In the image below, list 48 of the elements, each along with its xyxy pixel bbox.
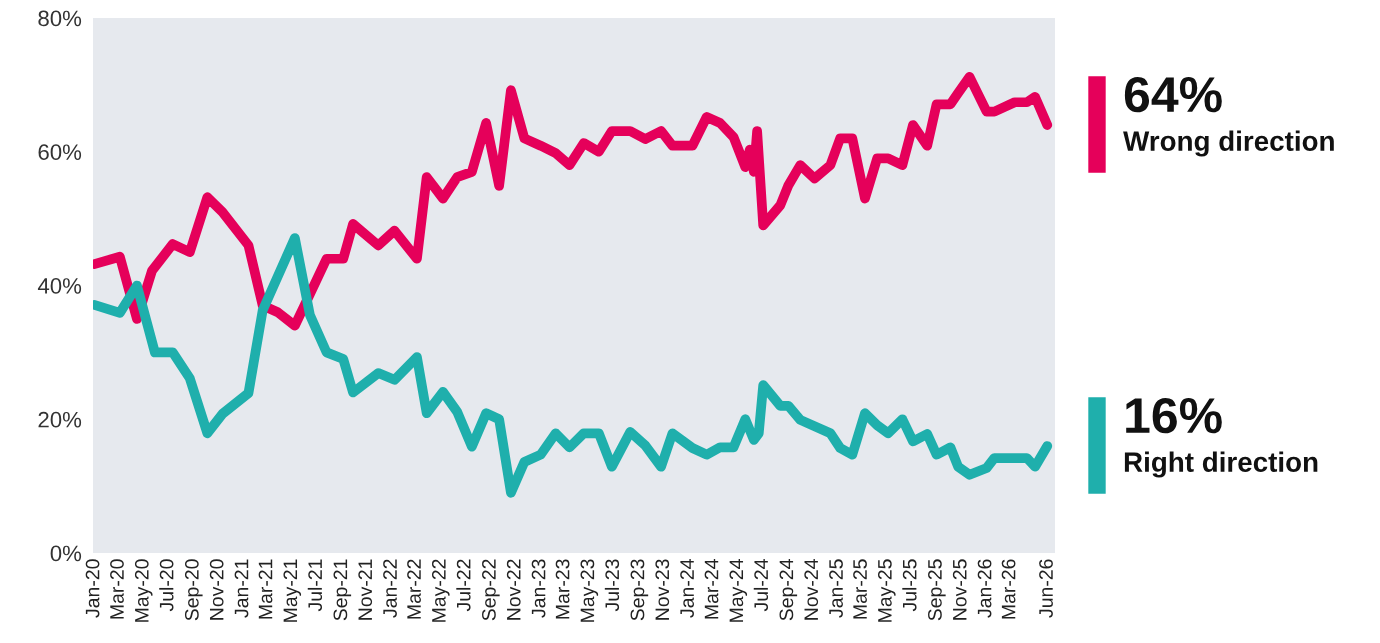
x-tick-label: Nov-24: [804, 559, 819, 620]
x-tick-label: Mar-24: [704, 559, 719, 619]
y-tick-label: 40%: [37, 278, 82, 294]
x-tick-label: May-20: [134, 559, 153, 622]
x-tick-label: Jan-26: [977, 559, 992, 618]
x-tick-label: Sep-24: [779, 559, 798, 621]
x-tick-label: Nov-23: [655, 559, 670, 620]
x-tick-label: Sep-22: [482, 559, 500, 621]
x-tick-label: Jan-24: [680, 559, 694, 618]
y-tick-label: 20%: [38, 411, 82, 428]
x-tick-label: Mar-26: [1001, 559, 1016, 619]
text: 64%: [1124, 76, 1222, 113]
text: 16%: [1126, 397, 1222, 434]
x-tick-label: Nov-25: [952, 559, 967, 620]
x-tick-label: Mar-21: [258, 559, 273, 619]
x-tick-label: Nov-22: [506, 559, 521, 620]
x-tick-label: Jan-23: [531, 559, 546, 618]
text: Right direction: [1124, 451, 1318, 478]
x-tick-label: Jul-21: [307, 559, 323, 612]
x-tick-label: Jan-20: [85, 559, 100, 618]
x-tick-label: Jul-25: [902, 559, 917, 612]
x-tick-label: Jan-25: [829, 559, 843, 618]
x-tick-label: Jun-26: [1039, 559, 1053, 618]
x-tick-label: Mar-22: [407, 559, 421, 619]
x-tick-label: May-22: [431, 559, 450, 622]
x-tick-label: Sep-23: [630, 559, 649, 621]
x-tick-label: May-25: [877, 559, 896, 622]
x-tick-label: Jul-24: [753, 559, 769, 612]
text: Wrong direction: [1123, 130, 1334, 157]
x-tick-label: May-23: [580, 559, 599, 622]
x-tick-label: May-21: [283, 559, 302, 622]
x-tick-label: Jul-20: [159, 559, 174, 612]
x-tick-label: Jan-21: [234, 559, 249, 618]
x-tick-label: Mar-20: [110, 559, 124, 619]
x-tick-label: Sep-21: [333, 559, 352, 621]
x-tick-label: Mar-25: [853, 559, 867, 619]
x-tick-label: Nov-21: [358, 559, 373, 620]
x-tick-label: Nov-20: [209, 559, 224, 620]
x-tick-label: Mar-23: [555, 559, 570, 619]
y-tick-label: 0%: [50, 545, 82, 562]
x-tick-label: Sep-20: [184, 559, 203, 621]
x-tick-label: Sep-25: [928, 559, 946, 621]
x-tick-label: Jul-22: [456, 559, 471, 612]
x-tick-label: Jan-22: [383, 559, 397, 618]
x-tick-label: May-24: [729, 559, 748, 622]
y-tick-label: 60%: [38, 144, 82, 161]
x-tick-label: Jul-23: [604, 559, 620, 612]
y-tick-label: 80%: [38, 10, 82, 27]
